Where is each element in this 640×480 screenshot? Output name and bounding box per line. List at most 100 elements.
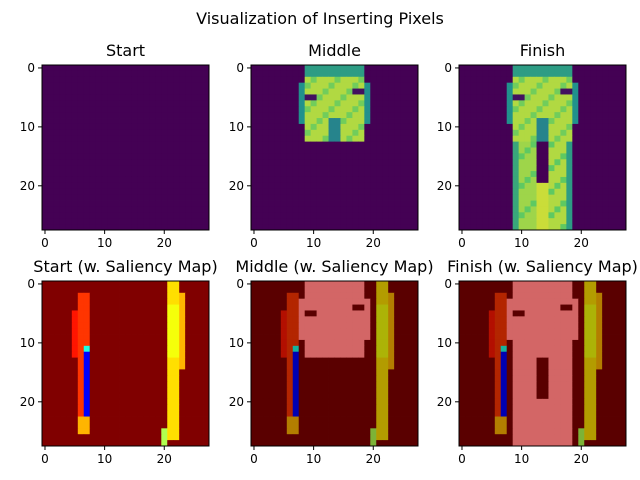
heatmap-cell — [125, 153, 132, 160]
heatmap-cell — [590, 334, 597, 341]
heatmap-cell — [197, 292, 204, 300]
heatmap-cell — [334, 165, 341, 172]
heatmap-cell — [536, 398, 543, 406]
heatmap-cell — [590, 286, 597, 294]
heatmap-cell — [167, 357, 174, 364]
heatmap-cell — [352, 153, 359, 160]
heatmap-cell — [494, 416, 502, 423]
heatmap-cell — [382, 194, 389, 201]
heatmap-cell — [143, 304, 150, 311]
heatmap-cell — [382, 224, 389, 231]
heatmap-cell — [59, 428, 67, 435]
heatmap-cell — [382, 112, 389, 119]
heatmap-cell — [512, 171, 520, 178]
heatmap-cell — [251, 88, 258, 95]
heatmap-cell — [500, 171, 508, 178]
y-tick-label: 20 — [437, 179, 452, 193]
heatmap-cell — [620, 316, 627, 323]
heatmap-cell — [155, 369, 162, 376]
heatmap-cell — [542, 194, 549, 201]
heatmap-cell — [608, 398, 615, 406]
heatmap-cell — [42, 286, 49, 294]
heatmap-cell — [560, 310, 567, 317]
heatmap-cell — [530, 292, 537, 300]
heatmap-cell — [77, 345, 85, 353]
heatmap-cell — [596, 76, 603, 84]
heatmap-cell — [268, 339, 276, 347]
heatmap-cell — [143, 159, 150, 166]
heatmap-cell — [388, 188, 395, 196]
heatmap-cell — [376, 129, 383, 137]
heatmap-cell — [542, 218, 549, 225]
heatmap-cell — [262, 123, 270, 131]
heatmap-cell — [185, 357, 192, 364]
heatmap-cell — [608, 176, 615, 184]
heatmap-cell — [590, 176, 597, 184]
heatmap-cell — [518, 434, 525, 441]
axes-frame — [41, 280, 210, 447]
heatmap-cell — [107, 304, 114, 311]
heatmap-cell — [274, 176, 282, 184]
heatmap-cell — [155, 106, 162, 113]
heatmap-cell — [167, 94, 174, 101]
heatmap-cell — [560, 286, 567, 294]
heatmap-cell — [125, 398, 132, 406]
heatmap-cell — [53, 351, 61, 358]
heatmap-cell — [370, 118, 377, 125]
heatmap-cell — [596, 416, 603, 423]
heatmap-cell — [388, 182, 395, 190]
heatmap-cell — [376, 410, 383, 417]
heatmap-cell — [47, 369, 55, 376]
heatmap-cell — [364, 218, 371, 225]
heatmap-cell — [89, 369, 97, 376]
heatmap-cell — [137, 159, 144, 166]
heatmap-cell — [65, 76, 73, 84]
heatmap-cell — [382, 440, 389, 447]
heatmap-cell — [382, 212, 389, 219]
heatmap-cell — [292, 322, 300, 329]
heatmap-cell — [167, 428, 174, 435]
heatmap-cell — [42, 357, 49, 364]
heatmap-cell — [89, 339, 97, 347]
heatmap-cell — [268, 188, 276, 196]
heatmap-cell — [596, 434, 603, 441]
heatmap-cell — [364, 422, 371, 429]
heatmap-cell — [173, 363, 180, 370]
heatmap-cell — [602, 428, 609, 435]
heatmap-cell — [459, 206, 466, 213]
heatmap-cell — [400, 304, 407, 311]
heatmap-cell — [400, 94, 407, 101]
heatmap-cell — [352, 357, 359, 364]
heatmap-cell — [143, 94, 150, 101]
heatmap-cell — [459, 224, 466, 231]
heatmap-cell — [113, 88, 120, 95]
heatmap-cell — [506, 171, 514, 178]
heatmap-cell — [113, 224, 120, 231]
heatmap-cell — [71, 422, 79, 429]
heatmap-cell — [614, 428, 621, 435]
heatmap-cell — [143, 76, 150, 84]
heatmap-cell — [322, 100, 329, 107]
heatmap-cell — [518, 416, 525, 423]
heatmap-cell — [83, 392, 91, 400]
heatmap-cell — [274, 281, 282, 288]
heatmap-cell — [131, 422, 138, 429]
heatmap-cell — [518, 404, 525, 412]
heatmap-cell — [512, 212, 520, 219]
heatmap-cell — [394, 422, 401, 429]
heatmap-cell — [406, 141, 413, 148]
heatmap-cell — [352, 82, 359, 89]
heatmap-cell — [191, 212, 198, 219]
heatmap-cell — [191, 206, 198, 213]
heatmap-cell — [590, 357, 597, 364]
heatmap-cell — [548, 194, 555, 201]
heatmap-cell — [310, 171, 317, 178]
heatmap-cell — [590, 292, 597, 300]
heatmap-cell — [65, 334, 73, 341]
heatmap-cell — [83, 387, 91, 394]
heatmap-cell — [191, 339, 198, 347]
heatmap-cell — [370, 387, 377, 394]
heatmap-cell — [358, 147, 365, 154]
heatmap-cell — [548, 153, 555, 160]
x-tick-label: 20 — [574, 452, 589, 466]
